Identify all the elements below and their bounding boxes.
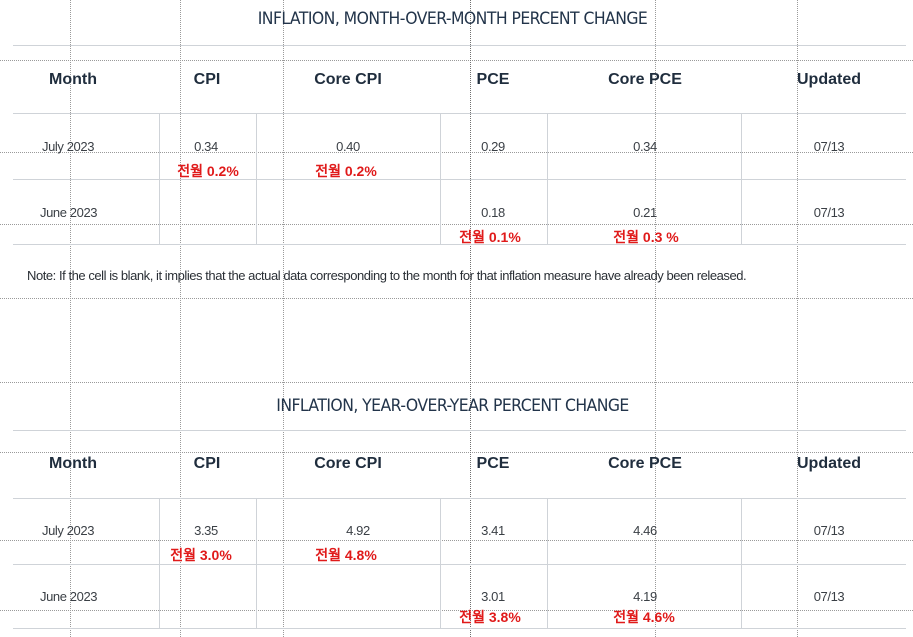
- guide-line: [70, 0, 71, 637]
- row-month: July 2023: [42, 523, 95, 538]
- column-divider: [741, 113, 742, 244]
- pce-value: 0.29: [481, 139, 505, 154]
- column-divider: [159, 498, 160, 628]
- header-pce: PCE: [476, 455, 510, 472]
- column-divider: [440, 498, 441, 628]
- column-divider: [741, 498, 742, 628]
- cpi-value: 0.34: [194, 139, 218, 154]
- updated-value: 07/13: [813, 139, 845, 154]
- guide-line: [0, 152, 913, 153]
- row-month: June 2023: [40, 589, 98, 604]
- guide-line: [180, 0, 181, 637]
- column-divider: [440, 113, 441, 244]
- table-rule: [13, 45, 906, 46]
- header-updated: Updated: [797, 71, 861, 88]
- header-month: Month: [49, 455, 97, 472]
- yoy-title: INFLATION, YEAR-OVER-YEAR PERCENT CHANGE: [276, 396, 629, 416]
- core-pce-value: 0.21: [633, 205, 657, 220]
- column-divider: [256, 498, 257, 628]
- core-cpi-value: 0.40: [336, 139, 360, 154]
- updated-value: 07/13: [813, 589, 845, 604]
- prev-month-note: 전월 0.2%: [177, 163, 239, 179]
- column-divider: [547, 113, 548, 244]
- column-divider: [256, 113, 257, 244]
- header-core-pce: Core PCE: [608, 455, 682, 472]
- pce-value: 0.18: [481, 205, 505, 220]
- guide-line: [0, 382, 913, 383]
- column-divider: [159, 113, 160, 244]
- row-month: June 2023: [40, 205, 98, 220]
- updated-value: 07/13: [813, 523, 845, 538]
- core-pce-value: 4.46: [633, 523, 657, 538]
- core-pce-value: 4.19: [633, 589, 657, 604]
- guide-line: [0, 224, 913, 225]
- table-rule: [13, 244, 906, 245]
- prev-month-note: 전월 4.8%: [315, 547, 377, 563]
- table-rule: [13, 430, 906, 431]
- header-month: Month: [49, 71, 97, 88]
- prev-month-note: 전월 3.8%: [459, 609, 521, 625]
- prev-month-note: 전월 0.2%: [315, 163, 377, 179]
- core-pce-value: 0.34: [633, 139, 657, 154]
- guide-line: [0, 298, 913, 299]
- header-core-cpi: Core CPI: [314, 455, 382, 472]
- table-rule: [13, 498, 906, 499]
- guide-line: [0, 610, 913, 611]
- prev-month-note: 전월 3.0%: [170, 547, 232, 563]
- mom-title: INFLATION, MONTH-OVER-MONTH PERCENT CHAN…: [257, 9, 648, 29]
- column-divider: [547, 498, 548, 628]
- pce-value: 3.41: [481, 523, 505, 538]
- prev-month-note: 전월 0.3 %: [613, 229, 679, 245]
- table-note: Note: If the cell is blank, it implies t…: [27, 268, 747, 283]
- table-rule: [13, 113, 906, 114]
- guide-line: [0, 540, 913, 541]
- core-cpi-value: 4.92: [346, 523, 370, 538]
- row-month: July 2023: [42, 139, 95, 154]
- cpi-value: 3.35: [194, 523, 218, 538]
- header-updated: Updated: [797, 455, 861, 472]
- pce-value: 3.01: [481, 589, 505, 604]
- updated-value: 07/13: [813, 205, 845, 220]
- prev-month-note: 전월 0.1%: [459, 229, 521, 245]
- header-pce: PCE: [476, 71, 510, 88]
- table-rule: [13, 564, 906, 565]
- guide-line: [283, 0, 284, 637]
- guide-line: [797, 0, 798, 637]
- table-rule: [13, 628, 906, 629]
- prev-month-note: 전월 4.6%: [613, 609, 675, 625]
- guide-line: [0, 452, 913, 453]
- guide-line: [470, 0, 471, 637]
- header-cpi: CPI: [193, 71, 221, 88]
- table-rule: [13, 179, 906, 180]
- guide-line: [0, 60, 913, 61]
- guide-line: [655, 0, 656, 637]
- header-core-pce: Core PCE: [608, 71, 682, 88]
- header-core-cpi: Core CPI: [314, 71, 382, 88]
- header-cpi: CPI: [193, 455, 221, 472]
